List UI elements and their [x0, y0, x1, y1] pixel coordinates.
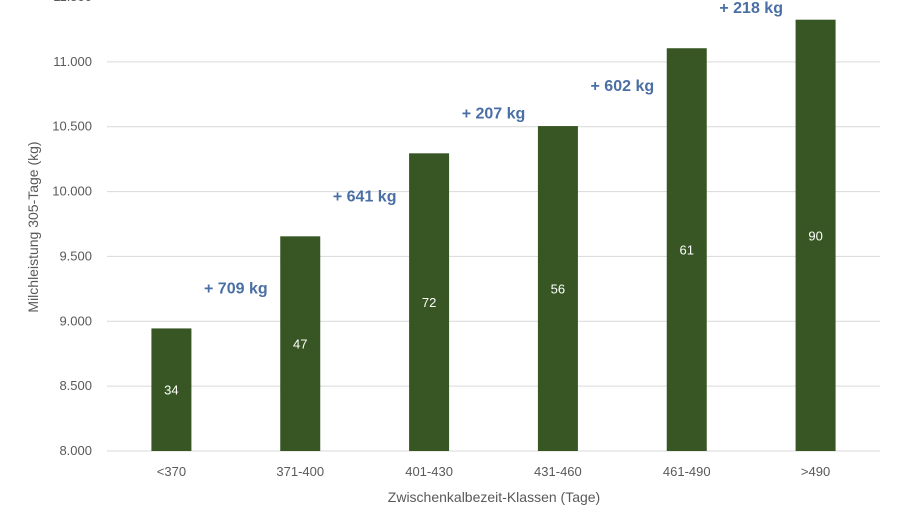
y-axis-ticks: 8.000 8.500 9.000 9.500 10.000 10.500 11.000 11…	[52, 0, 92, 458]
bar-count-labels: 34 47 72 56 61 90	[164, 228, 823, 397]
x-tick-label: >490	[801, 464, 830, 479]
bar	[151, 328, 192, 451]
bar-count-label: 34	[164, 383, 178, 398]
y-tick-label: 10.500	[52, 119, 92, 134]
y-tick-label: 8.000	[59, 443, 92, 458]
x-tick-label: 371-400	[276, 464, 324, 479]
x-tick-label: 431-460	[534, 464, 582, 479]
difference-label: + 641 kg	[333, 188, 397, 205]
y-axis-title: Milchleistung 305-Tage (kg)	[25, 141, 41, 312]
bar	[666, 48, 707, 451]
bar-count-label: 61	[680, 243, 694, 258]
bar	[537, 126, 578, 452]
bar-count-label: 56	[551, 282, 565, 297]
y-tick-label: 11.500	[53, 0, 92, 4]
gridlines	[107, 61, 880, 452]
difference-label: + 218 kg	[719, 0, 783, 17]
y-tick-label: 9.000	[59, 313, 92, 328]
y-tick-label: 10.000	[52, 184, 92, 199]
bar-count-label: 90	[808, 228, 822, 243]
difference-label: + 207 kg	[462, 105, 526, 122]
y-tick-label: 9.500	[59, 248, 92, 263]
bar	[409, 153, 450, 451]
bar-count-label: 72	[422, 295, 436, 310]
difference-label: + 709 kg	[204, 280, 268, 297]
difference-label: + 602 kg	[591, 78, 655, 95]
x-tick-label: <370	[157, 464, 186, 479]
bars	[151, 19, 836, 452]
x-axis-ticks: <370 371-400 401-430 431-460 461-490 >490	[157, 464, 830, 479]
difference-labels: + 709 kg + 641 kg + 207 kg + 602 kg + 218 kg	[204, 0, 783, 297]
bar-count-label: 47	[293, 337, 307, 352]
x-tick-label: 461-490	[663, 464, 711, 479]
x-axis-title: Zwischenkalbezeit-Klassen (Tage)	[388, 489, 600, 505]
y-tick-label: 11.000	[53, 54, 92, 69]
x-tick-label: 401-430	[405, 464, 453, 479]
y-tick-label: 8.500	[59, 378, 92, 393]
bar	[280, 236, 321, 451]
bar	[795, 19, 836, 451]
